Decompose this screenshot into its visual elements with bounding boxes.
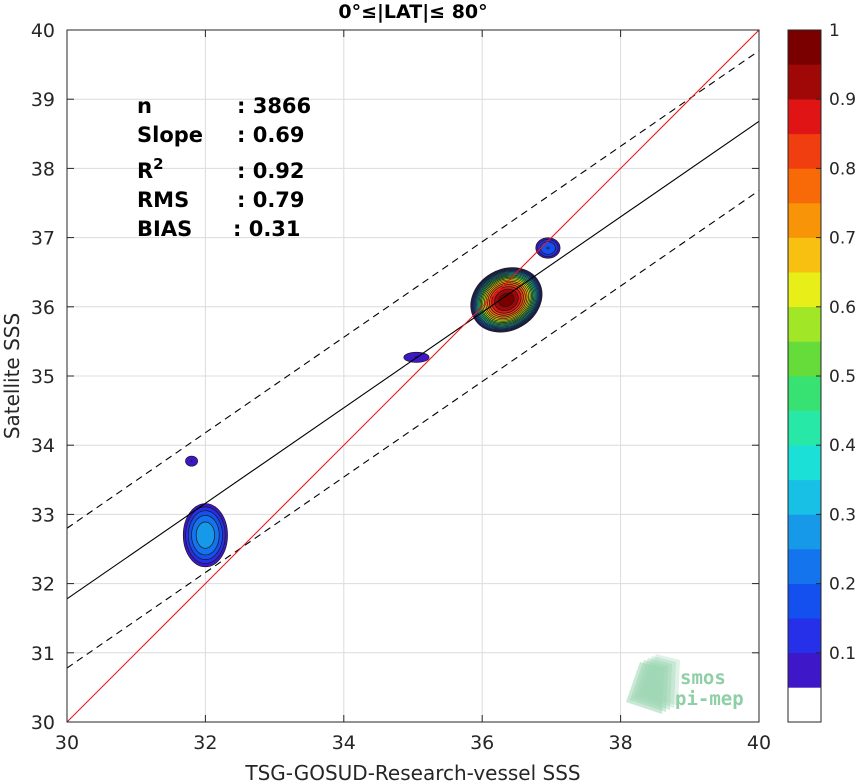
colorbar-band — [788, 341, 821, 377]
density-contour — [546, 246, 550, 250]
x-tick-label: 36 — [470, 732, 494, 754]
colorbar-tick-label: 0.4 — [829, 436, 855, 456]
x-tick-label: 30 — [55, 732, 79, 754]
y-tick-label: 30 — [31, 712, 55, 734]
colorbar-band — [788, 133, 821, 169]
regression-lines — [66, 29, 760, 723]
colorbar-band — [788, 687, 821, 723]
stat-value: : 0.79 — [237, 188, 305, 212]
colorbar-band — [788, 583, 821, 619]
logo-wave-shape — [630, 660, 668, 712]
y-axis-ticks: 30 31 32 33 34 35 36 37 38 39 40 — [31, 20, 759, 734]
colorbar-band — [788, 30, 821, 65]
x-tick-label: 38 — [609, 732, 633, 754]
stat-label: BIAS — [137, 217, 192, 241]
density-contours — [182, 237, 561, 568]
colorbar-band — [788, 549, 821, 584]
stat-value: : 0.92 — [237, 159, 305, 183]
logo-wave-shape — [626, 662, 664, 714]
logo-text-smos: smos — [680, 667, 726, 689]
colorbar-tick-label: 0.7 — [829, 229, 855, 249]
density-contour — [195, 521, 215, 549]
density-contour — [190, 460, 193, 463]
colorbar-band — [788, 652, 821, 688]
y-tick-label: 34 — [31, 435, 55, 457]
logo-wave-shape — [642, 654, 680, 706]
density-contour — [498, 292, 515, 308]
colorbar-band — [788, 64, 821, 100]
logo-text-pi-mep: pi-mep — [675, 688, 744, 710]
stat-label: Slope — [137, 123, 203, 147]
colorbar-band — [788, 376, 821, 411]
y-tick-label: 40 — [31, 20, 55, 42]
colorbar-tick-label: 0.1 — [829, 644, 855, 664]
colorbar-band — [788, 479, 821, 515]
identity-line — [66, 29, 760, 723]
colorbar-band — [788, 99, 821, 135]
y-axis-label: Satellite SSS — [0, 313, 24, 439]
y-tick-label: 32 — [31, 574, 55, 596]
stat-label: n — [137, 94, 152, 118]
fit-line — [66, 120, 760, 600]
colorbar-tick-label: 0.2 — [829, 575, 855, 595]
stat-value: : 0.31 — [233, 217, 301, 241]
x-tick-label: 40 — [747, 732, 771, 754]
colorbar: 0.1 0.2 0.3 0.4 0.5 0.6 0.7 0.8 0.9 1 — [787, 21, 855, 723]
y-tick-label: 36 — [31, 297, 55, 319]
logo-wave-shape — [634, 658, 672, 710]
y-tick-label: 39 — [31, 89, 55, 111]
colorbar-band — [788, 237, 821, 273]
fit-band-upper-line — [66, 50, 760, 529]
colorbar-tick-label: 0.3 — [829, 505, 855, 525]
colorbar-tick-label: 0.9 — [829, 90, 855, 110]
stat-value: : 3866 — [237, 94, 311, 118]
colorbar-band — [788, 514, 821, 550]
x-tick-label: 34 — [332, 732, 356, 754]
colorbar-tick-label: 1 — [829, 21, 840, 41]
y-tick-label: 37 — [31, 228, 55, 250]
colorbar-band — [788, 410, 821, 446]
x-axis-label: TSG-GOSUD-Research-vessel SSS — [244, 761, 580, 784]
stat-label-superscript: 2 — [153, 155, 163, 173]
x-tick-label: 32 — [193, 732, 217, 754]
colorbar-band — [788, 445, 821, 481]
colorbar-band — [788, 203, 821, 238]
colorbar-tick-label: 0.8 — [829, 159, 855, 179]
colorbar-tick-label: 0.5 — [829, 367, 855, 387]
fit-band-lower-line — [66, 190, 760, 669]
stat-label: R2 — [137, 155, 164, 183]
colorbar-band — [788, 272, 821, 308]
chart-title: 0°≤|LAT|≤ 80° — [338, 1, 487, 23]
y-tick-label: 33 — [31, 504, 55, 526]
y-tick-label: 38 — [31, 158, 55, 180]
stat-value: : 0.69 — [237, 123, 305, 147]
logo-wave-shape — [638, 656, 676, 708]
y-tick-label: 31 — [31, 643, 55, 665]
colorbar-tick-label: 0.6 — [829, 298, 855, 318]
colorbar-band — [788, 168, 821, 204]
stat-label: RMS — [137, 188, 189, 212]
colorbar-band — [788, 618, 821, 654]
x-axis-ticks: 30 32 34 36 38 40 — [55, 30, 771, 754]
colorbar-band — [788, 306, 821, 342]
y-tick-label: 35 — [31, 366, 55, 388]
statistics-box: n : 3866 Slope : 0.69 R2 : 0.92 RMS : 0.79 BIAS:… — [137, 94, 311, 241]
